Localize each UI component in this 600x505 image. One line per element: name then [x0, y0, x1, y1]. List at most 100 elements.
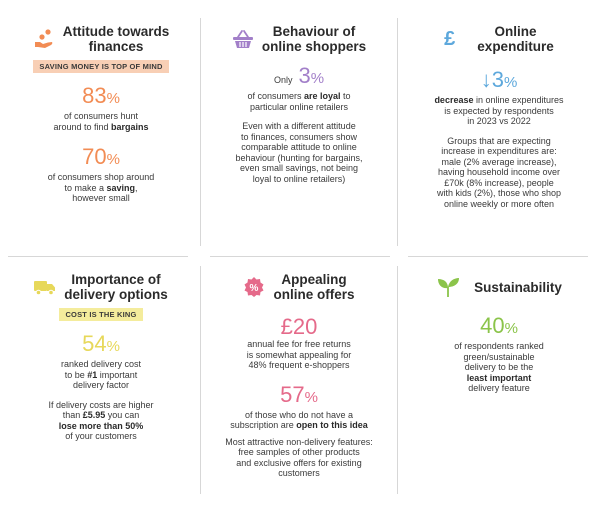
paragraph-line: comparable attitude to online: [241, 142, 357, 152]
stat-70-caption: of consumers shop around to make a savin…: [6, 172, 196, 204]
card-sustainability: Sustainability 40% of respondents ranked…: [402, 272, 596, 394]
divider-vertical-left-bottom: [200, 266, 201, 494]
piggy-coins-icon: [33, 28, 55, 50]
paragraph-line: online weekly or more often: [443, 198, 555, 209]
paragraph-line: of your customers: [65, 431, 137, 441]
stat-54-caption: ranked delivery cost to be #1 important …: [6, 359, 196, 391]
stat-number: 40: [480, 313, 505, 338]
caption-line: in 2023 vs 2022: [467, 116, 531, 126]
delivery-cost-paragraph: If delivery costs are higher than £5.95 …: [6, 400, 196, 442]
paragraph-line: Groups that are expecting: [447, 135, 551, 146]
card-header: Attitude towards finances: [6, 24, 196, 54]
percent-glyph: %: [250, 283, 259, 294]
caption-line: decrease in online expenditures: [402, 95, 596, 106]
caption-text: around to find: [53, 121, 112, 132]
paragraph-line: to finances, consumers show: [240, 131, 358, 142]
stat-40-caption: of respondents ranked green/sustainable …: [402, 341, 596, 394]
divider-horizontal-right: [408, 256, 588, 257]
caption-line: of respondents ranked: [454, 341, 544, 351]
stat-83-caption: of consumers hunt around to find bargain…: [6, 111, 196, 132]
caption-bold: decrease: [434, 95, 474, 105]
stat-percent-sign: %: [106, 90, 120, 107]
paragraph-line: lose more than 50%: [6, 421, 196, 432]
caption-line: particular online retailers: [249, 101, 349, 112]
caption-line: delivery to be the: [464, 362, 534, 372]
caption-line: of consumers shop around: [47, 172, 155, 182]
card-title-line-1: Behaviour of: [272, 24, 356, 39]
divider-vertical-right: [397, 18, 398, 246]
caption-line: least important: [402, 373, 596, 384]
card-title-line-2: expenditure: [477, 39, 554, 54]
paragraph-text: you can: [105, 410, 140, 420]
paragraph-line: free samples of other products: [238, 447, 360, 457]
stat-3-percent: Only 3%: [204, 64, 394, 91]
percent-badge-icon: %: [243, 276, 265, 298]
card-title: Sustainability: [474, 279, 562, 295]
card-title-line-2: delivery options: [64, 287, 168, 302]
divider-vertical-right-bottom: [397, 266, 398, 494]
caption-line: to be #1 important: [6, 370, 196, 381]
stat-percent-sign: %: [310, 70, 325, 87]
behaviour-paragraph: Even with a different attitude to financ…: [204, 121, 394, 184]
stat-percent-sign: %: [503, 74, 518, 91]
stat-percent-sign: %: [504, 320, 518, 337]
caption-text: important: [97, 369, 138, 380]
card-header: % Appealing online offers: [204, 272, 394, 302]
stat-20-caption: annual fee for free returns is somewhat …: [204, 339, 394, 371]
caption-bold: least important: [466, 372, 532, 383]
cost-is-king-badge: COST IS THE KING: [59, 308, 143, 321]
caption-line: delivery factor: [72, 380, 130, 390]
arrow-down-icon: ↓: [480, 67, 492, 92]
paragraph-bold: lose more than 50%: [58, 420, 144, 431]
card-title: Online expenditure: [477, 24, 554, 54]
stat-3-caption: of consumers are loyal to particular onl…: [204, 91, 394, 112]
stat-number: 70: [82, 144, 107, 169]
stat-decrease-3-percent: ↓3%: [402, 68, 596, 95]
card-behaviour-online-shoppers: Behaviour of online shoppers Only 3% of …: [204, 24, 394, 184]
card-title-line-2: finances: [88, 39, 144, 54]
paragraph-line: male (2% average increase),: [441, 156, 557, 167]
caption-bold: saving: [106, 182, 136, 193]
caption-text: in online expenditures: [473, 95, 564, 105]
caption-bold: bargains: [111, 121, 149, 132]
caption-bold: are loyal: [303, 91, 341, 101]
stat-number: 57: [280, 381, 305, 407]
caption-line: subscription are open to this idea: [204, 420, 394, 431]
paragraph-line: customers: [278, 468, 320, 478]
card-title-line-2: online offers: [273, 287, 355, 302]
divider-horizontal-left: [8, 256, 188, 257]
caption-line: green/sustainable: [463, 351, 535, 362]
paragraph-line: increase in expenditures are:: [441, 146, 557, 156]
stat-number: 54: [82, 331, 107, 356]
caption-line: delivery feature: [468, 383, 530, 393]
card-title: Importance of delivery options: [64, 272, 168, 302]
caption-text: subscription are: [230, 420, 297, 430]
paragraph-line: than £5.95 you can: [6, 410, 196, 421]
caption-line: is somewhat appealing for: [246, 349, 352, 360]
sprout-leaf-icon: [436, 276, 460, 298]
caption-line: of those who do not have a: [244, 409, 354, 420]
caption-text: to: [340, 91, 351, 101]
stat-number: 3: [491, 67, 504, 92]
paragraph-line: behaviour (hunting for bargains,: [235, 152, 363, 163]
paragraph-line: loyal to online retailers): [252, 173, 346, 184]
card-header: Importance of delivery options: [6, 272, 196, 302]
paragraph-line: with kids (2%), those who shop: [436, 188, 562, 198]
card-title-line-2: online shoppers: [261, 39, 367, 54]
stat-57-percent: 57%: [204, 381, 394, 410]
stat-20-pounds: £20: [280, 314, 318, 339]
caption-text: of consumers: [247, 91, 304, 101]
shopping-basket-icon: [232, 29, 254, 49]
paragraph-line: £70k (8% increase), people: [444, 177, 554, 188]
caption-line: to make a saving,: [6, 183, 196, 194]
card-title: Behaviour of online shoppers: [262, 24, 366, 54]
card-online-expenditure: £ Online expenditure ↓3% decrease in onl…: [402, 24, 596, 209]
paragraph-line: even small savings, not being: [239, 163, 359, 173]
paragraph-line: If delivery costs are higher: [48, 399, 154, 410]
caption-line: however small: [72, 193, 130, 203]
stat-percent-sign: %: [304, 388, 318, 406]
stat-percent-sign: %: [106, 151, 120, 168]
only-label: Only: [273, 75, 293, 85]
paragraph-line: Even with a different attitude: [242, 121, 356, 131]
caption-line: is expected by respondents: [444, 105, 554, 116]
